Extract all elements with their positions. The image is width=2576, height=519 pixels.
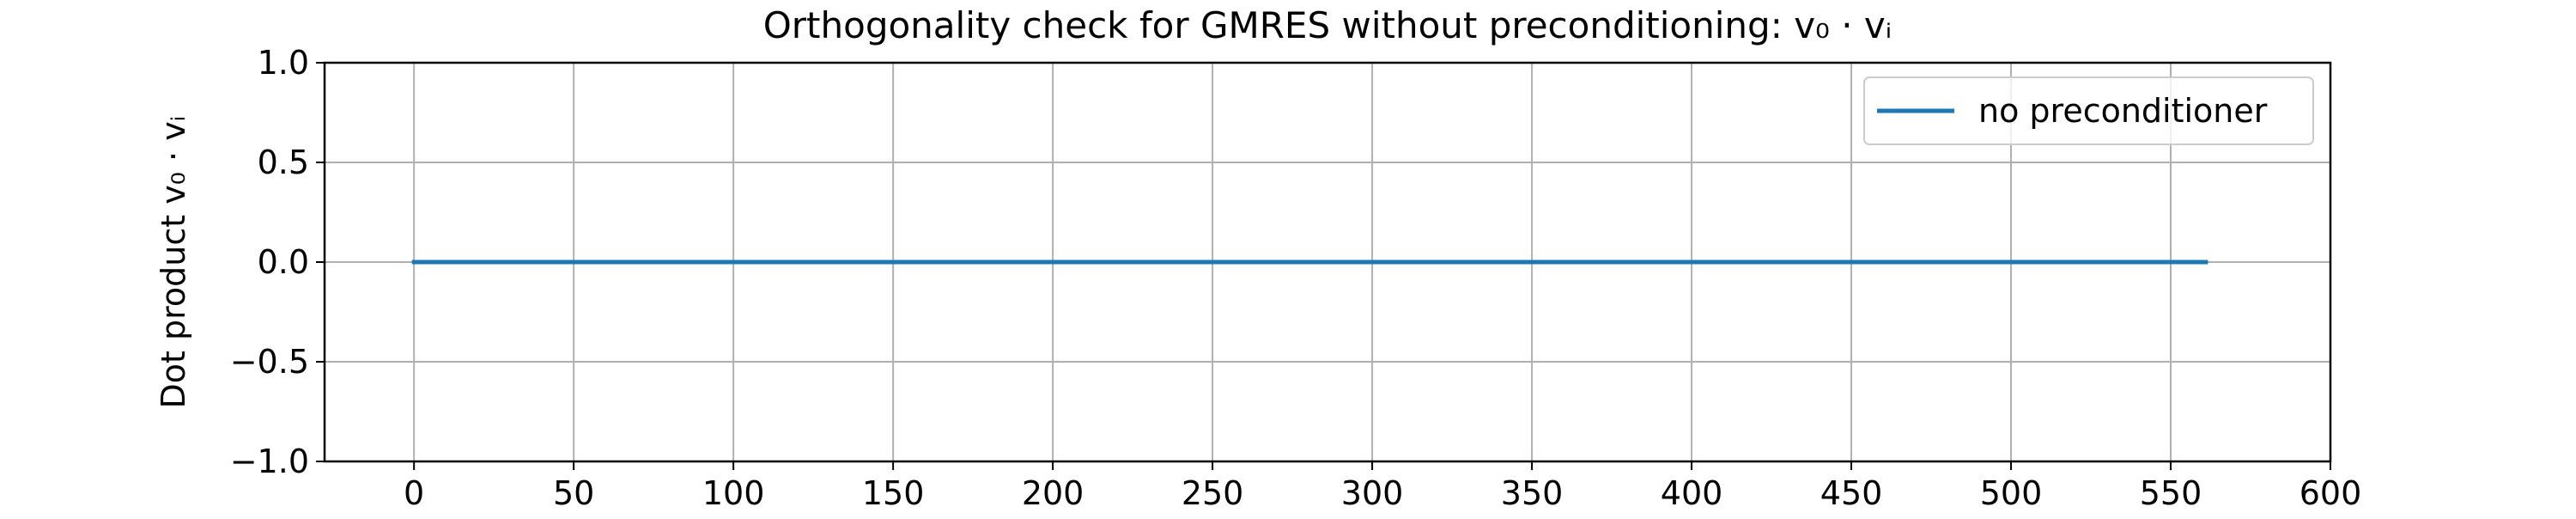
y-axis-label: Dot product v₀ · vᵢ (155, 116, 192, 409)
x-tick-label: 600 (2300, 474, 2362, 512)
x-tick-label: 0 (404, 474, 424, 512)
legend-box (1863, 76, 2314, 145)
chart-title: Orthogonality check for GMRES without pr… (763, 4, 1893, 46)
x-tick-label: 150 (862, 474, 925, 512)
x-tick-label: 200 (1022, 474, 1084, 512)
x-tick-label: 350 (1501, 474, 1564, 512)
ticks-layer: 0 50 100 150 200 250 300 350 400 450 500 550 600 −1.0… (230, 44, 2362, 512)
x-tick-label: 550 (2140, 474, 2202, 512)
x-tick-label: 250 (1182, 474, 1244, 512)
legend-label: no preconditioner (1978, 92, 2268, 130)
x-tick-label: 50 (553, 474, 594, 512)
legend: no preconditioner (1863, 76, 2314, 145)
x-tick-label: 500 (1980, 474, 2043, 512)
x-tick-label: 450 (1820, 474, 1883, 512)
x-tick-label: 300 (1341, 474, 1404, 512)
y-tick-label: −1.0 (230, 443, 309, 480)
x-tick-label: 100 (702, 474, 765, 512)
y-tick-label: 1.0 (258, 44, 309, 82)
y-tick-label: −0.5 (230, 343, 309, 381)
y-tick-label: 0.0 (258, 243, 309, 281)
y-tick-label: 0.5 (258, 143, 309, 181)
x-tick-label: 400 (1661, 474, 1723, 512)
